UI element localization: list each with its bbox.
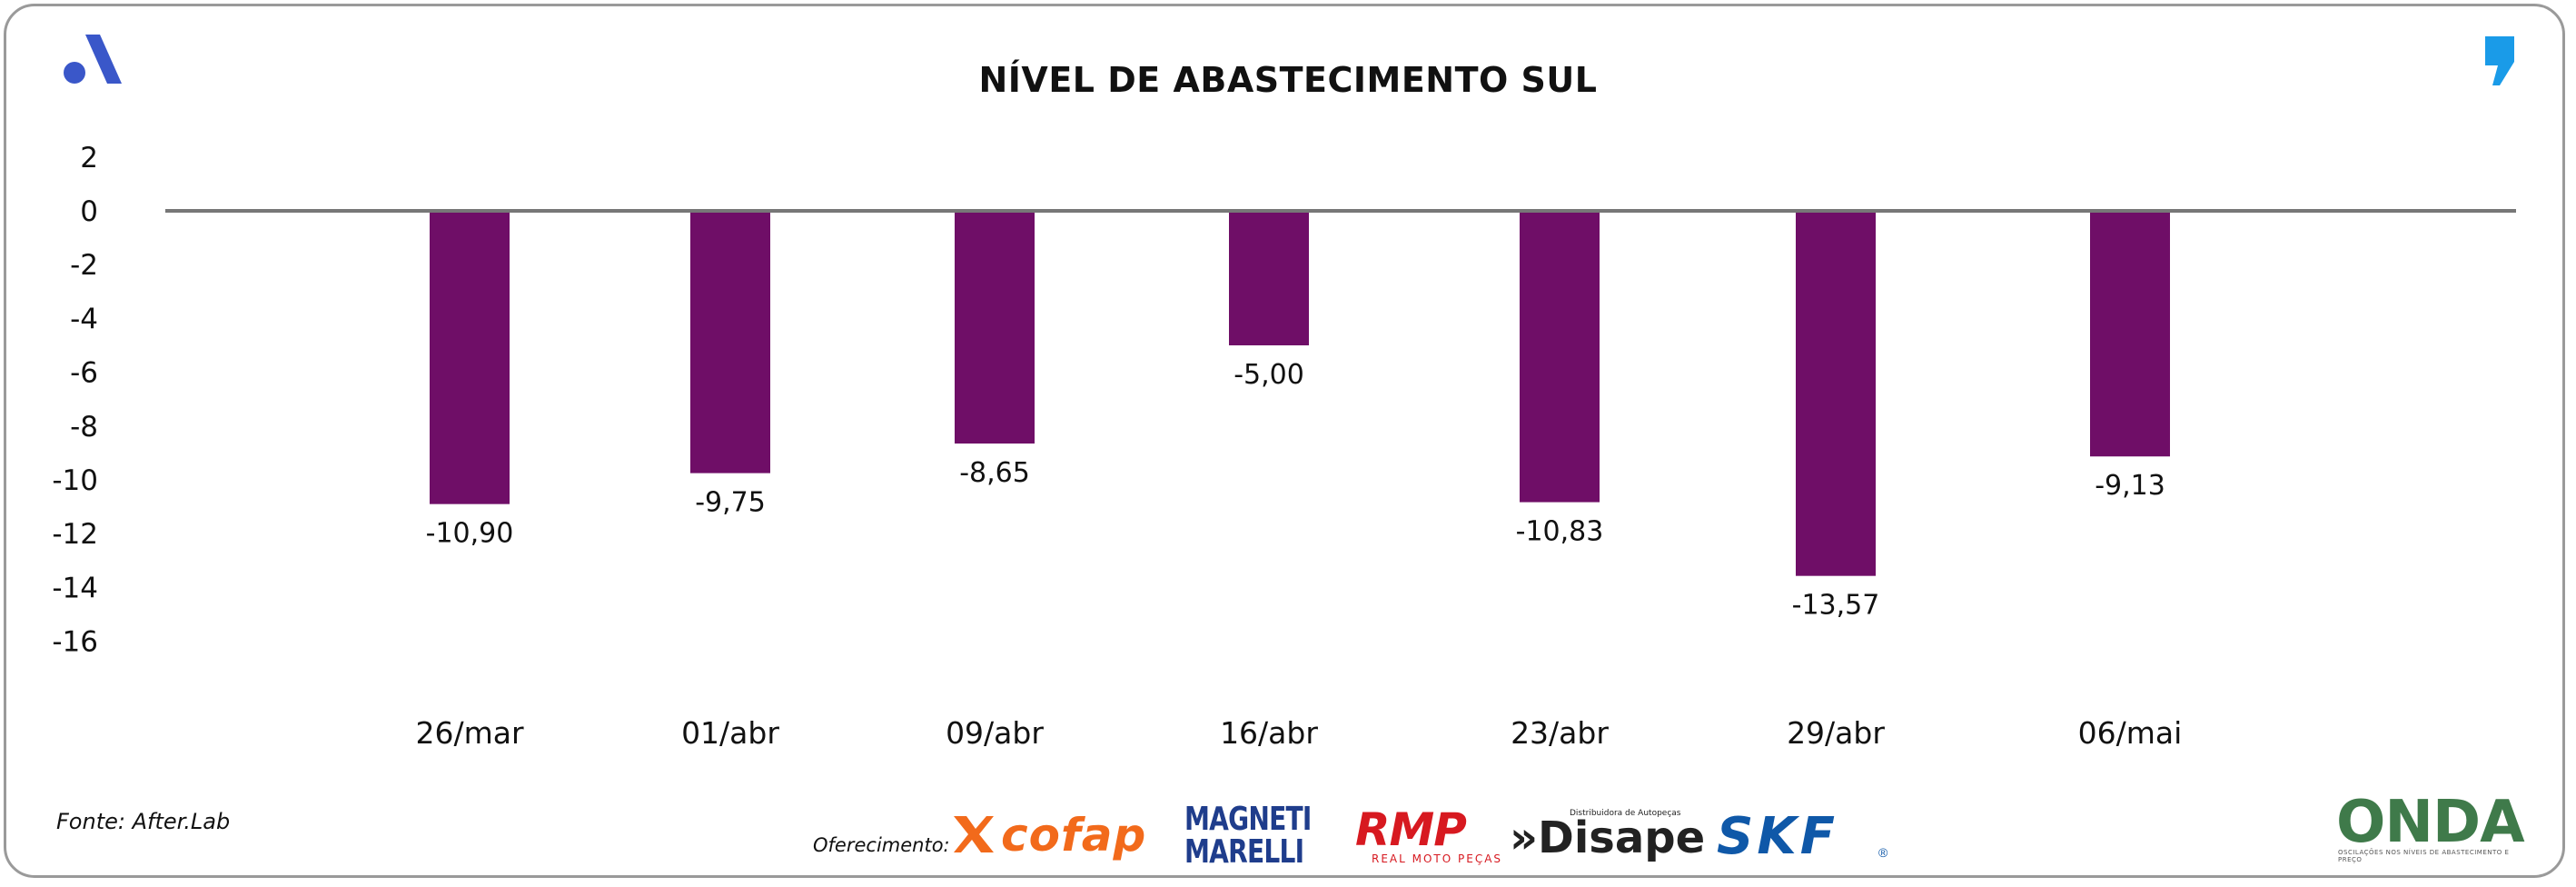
data-label: -9,13 (2095, 470, 2165, 502)
cofap-text: cofap (1001, 809, 1147, 862)
bar (2090, 211, 2170, 457)
x-tick-label: 26/mar (415, 715, 523, 751)
bar (1229, 211, 1309, 345)
source-note: Fonte: After.Lab (56, 809, 231, 834)
disape-subtitle: Distribuidora de Autopeças (1570, 809, 1681, 818)
bar-chart: 2 0 -2 -4 -6 -8 -10 -12 -14 -16 -10,90 26/mar -9,75 0… (52, 142, 2516, 751)
rmp-logo: RMP (1355, 803, 1467, 856)
x-tick-label: 01/abr (681, 715, 779, 751)
magneti-marelli-logo: MAGNETI MARELLI (1184, 801, 1312, 871)
after-lab-logo-icon (64, 35, 122, 84)
data-label: -10,83 (1516, 516, 1604, 548)
onda-logo: ONDA (2336, 789, 2525, 856)
quote-mark-icon (2485, 36, 2514, 85)
data-label: -9,75 (695, 487, 766, 519)
x-tick-label: 09/abr (946, 715, 1044, 751)
skf-logo: SKF (1717, 807, 1838, 866)
data-label: -10,90 (426, 518, 514, 550)
x-tick-label: 06/mai (2078, 715, 2183, 751)
bar (1796, 211, 1876, 576)
y-tick-label: -2 (70, 249, 98, 282)
y-tick-label: -6 (70, 357, 98, 390)
bar (1520, 211, 1600, 503)
skf-registered-mark: ® (1878, 845, 1888, 860)
cofap-mark-icon (954, 816, 994, 852)
sponsor-label: Oferecimento: (813, 834, 950, 856)
data-label: -5,00 (1234, 359, 1304, 391)
x-tick-label: 29/abr (1787, 715, 1885, 751)
y-tick-label: -14 (52, 572, 98, 604)
data-label: -13,57 (1792, 590, 1880, 622)
x-tick-label: 23/abr (1511, 715, 1609, 751)
onda-subtitle: OSCILAÇÕES NOS NÍVEIS DE ABASTECIMENTO E… (2338, 849, 2510, 863)
y-tick-label: 0 (80, 195, 98, 228)
y-tick-label: -10 (52, 464, 98, 497)
bar (955, 211, 1035, 444)
y-tick-label: -8 (70, 411, 98, 444)
cofap-logo: cofap (950, 809, 1146, 862)
x-tick-label: 16/abr (1220, 715, 1318, 751)
disape-logo: »Disape (1510, 812, 1706, 863)
chart-title: NÍVEL DE ABASTECIMENTO SUL (978, 60, 1598, 100)
y-tick-label: 2 (80, 142, 98, 174)
bar (430, 211, 510, 504)
y-tick-label: -16 (52, 626, 98, 659)
y-tick-label: -4 (70, 303, 98, 335)
data-label: -8,65 (959, 457, 1030, 489)
rmp-subtitle: REAL MOTO PEÇAS (1372, 852, 1503, 865)
y-tick-label: -12 (52, 518, 98, 551)
bar (690, 211, 770, 473)
